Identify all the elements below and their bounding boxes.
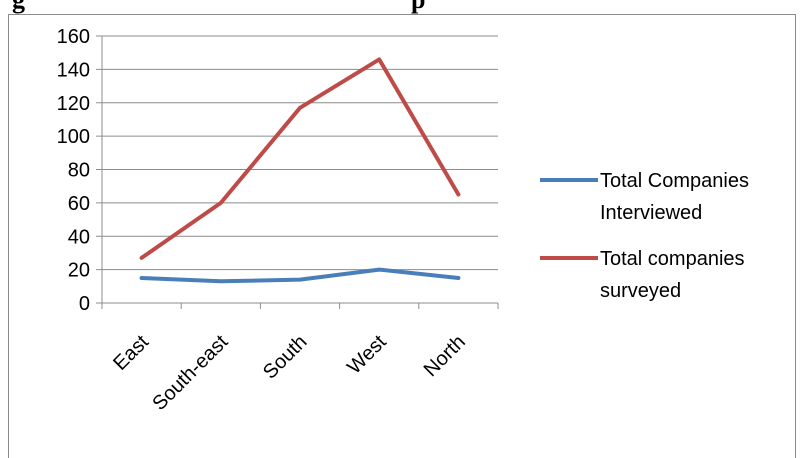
y-tick-label: 120	[57, 93, 90, 115]
x-tick-label: West	[343, 331, 391, 379]
x-tick-label: North	[420, 331, 470, 381]
x-tick-label: East	[109, 331, 153, 375]
legend-label-0-0: Total Companies	[600, 170, 749, 192]
legend-label-1-0: Total companies	[600, 248, 745, 270]
title-clip-region: g p	[0, 0, 804, 14]
legend: Total Companies Interviewed Total companie…	[540, 170, 749, 302]
y-tick-label: 0	[79, 293, 90, 315]
series-line-1	[139, 57, 461, 260]
y-tick-label: 160	[57, 26, 90, 48]
y-tick-label: 40	[68, 226, 90, 248]
y-tick-label: 140	[57, 59, 90, 81]
clipped-heading-left: g	[12, 0, 25, 14]
y-axis-tick-labels: 0 20 40 60 80 100 120 140 160	[57, 26, 90, 315]
y-tick-label: 60	[68, 193, 90, 215]
series-line-0	[139, 267, 461, 284]
legend-label-1-1: surveyed	[600, 280, 681, 302]
y-tick-label: 20	[68, 260, 90, 282]
series-lines	[139, 57, 461, 284]
axes	[96, 35, 499, 309]
legend-label-0-1: Interviewed	[600, 202, 702, 224]
clipped-heading-right: p	[411, 0, 425, 14]
x-tick-label: South	[259, 331, 312, 384]
y-tick-label: 100	[57, 126, 90, 148]
gridlines	[102, 35, 498, 271]
y-tick-label: 80	[68, 160, 90, 182]
x-tick-label: South-east	[148, 331, 232, 415]
chart-frame	[8, 14, 796, 458]
